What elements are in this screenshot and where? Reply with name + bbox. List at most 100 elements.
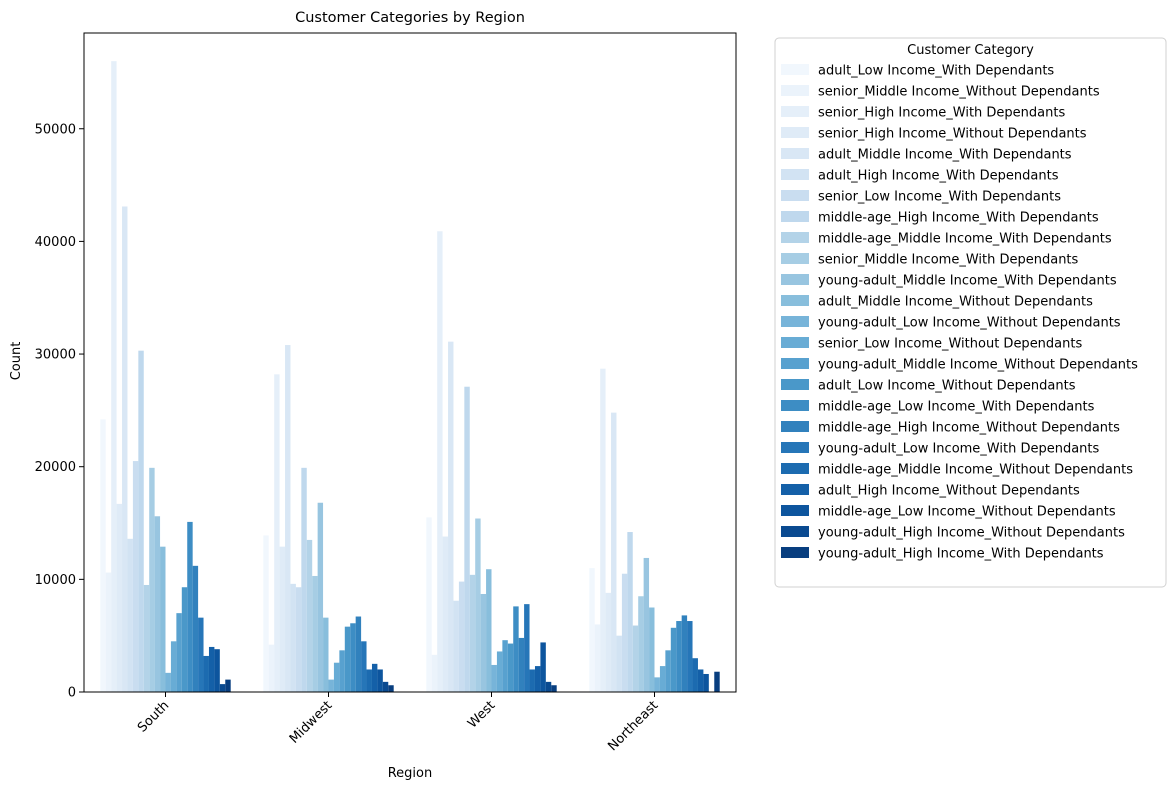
bar-19-1	[366, 669, 372, 692]
bar-0-3	[589, 568, 595, 692]
bar-11-3	[649, 607, 655, 692]
bar-4-3	[611, 412, 617, 692]
bar-14-0	[176, 613, 182, 692]
bar-15-3	[670, 627, 677, 692]
bar-1-2	[431, 654, 438, 692]
bar-16-2	[513, 606, 519, 692]
x-axis-label: Region	[388, 766, 433, 781]
bar-2-1	[274, 374, 280, 692]
bar-2-0	[111, 61, 117, 693]
bar-13-1	[333, 662, 340, 692]
legend-entry-19: middle-age_Middle Income_Without Dependa…	[818, 463, 1133, 478]
bar-9-0	[149, 467, 155, 692]
bar-13-2	[496, 651, 503, 692]
bar-23-3	[714, 671, 720, 692]
legend-entry-7: middle-age_High Income_With Dependants	[818, 211, 1099, 226]
legend-entry-2: senior_High Income_With Dependants	[818, 106, 1065, 121]
legend-swatch-0	[781, 64, 809, 75]
chart-title: Customer Categories by Region	[295, 10, 525, 26]
bar-11-0	[160, 546, 166, 692]
bar-19-0	[203, 655, 209, 692]
bar-22-0	[219, 684, 226, 692]
bar-15-2	[507, 643, 514, 692]
bar-14-3	[665, 650, 671, 692]
bar-21-3	[703, 673, 709, 692]
legend-swatch-8	[781, 232, 809, 243]
legend-title: Customer Category	[907, 43, 1034, 58]
bar-19-3	[692, 658, 698, 692]
legend-entry-15: adult_Low Income_Without Dependants	[818, 379, 1076, 394]
legend-entry-17: middle-age_High Income_Without Dependant…	[818, 421, 1120, 436]
bar-11-2	[486, 569, 492, 692]
legend-entry-1: senior_Middle Income_Without Dependants	[818, 85, 1100, 100]
legend-entry-14: young-adult_Middle Income_Without Depend…	[818, 358, 1138, 373]
bar-1-1	[268, 644, 275, 692]
legend-swatch-3	[781, 127, 809, 138]
bar-12-0	[165, 672, 171, 692]
bar-8-3	[632, 625, 639, 692]
legend-entry-4: adult_Middle Income_With Dependants	[818, 148, 1072, 163]
bar-23-1	[388, 685, 394, 692]
legend-swatch-15	[781, 379, 809, 390]
legend-swatch-18	[781, 442, 809, 453]
legend-box	[774, 37, 1167, 588]
bar-21-0	[214, 649, 220, 692]
bar-6-2	[458, 581, 465, 692]
bar-17-3	[681, 615, 688, 692]
y-tick-label: 20000	[35, 460, 76, 475]
bar-3-3	[605, 592, 612, 692]
legend: Customer Category adult_Low Income_With D…	[774, 37, 1167, 588]
bar-5-0	[127, 538, 133, 692]
bar-16-0	[187, 521, 193, 692]
bar-0-1	[263, 535, 269, 692]
y-tick-label: 0	[68, 686, 76, 701]
bar-4-2	[448, 341, 454, 692]
bar-17-0	[192, 565, 199, 692]
bar-7-1	[301, 467, 307, 692]
legend-swatch-17	[781, 421, 809, 432]
bar-5-3	[616, 635, 622, 692]
bar-22-1	[382, 681, 389, 692]
bar-12-3	[654, 677, 660, 692]
bar-5-1	[290, 583, 296, 692]
bar-23-0	[225, 679, 231, 692]
legend-swatch-7	[781, 211, 809, 222]
legend-swatch-11	[781, 295, 809, 306]
legend-swatch-6	[781, 190, 809, 201]
bar-2-2	[437, 231, 443, 692]
bar-6-1	[295, 587, 302, 692]
bar-23-2	[551, 685, 557, 692]
bar-7-2	[464, 386, 470, 692]
bar-10-0	[154, 516, 161, 692]
y-tick-label: 10000	[35, 573, 76, 588]
bar-6-0	[132, 461, 139, 692]
bar-21-2	[540, 642, 546, 692]
bar-9-2	[475, 518, 481, 692]
legend-swatch-16	[781, 400, 809, 411]
legend-entry-9: senior_Middle Income_With Dependants	[818, 253, 1079, 268]
bar-3-1	[279, 546, 286, 692]
legend-entry-20: adult_High Income_Without Dependants	[818, 484, 1080, 499]
bar-10-1	[317, 502, 324, 692]
bar-21-1	[377, 669, 383, 692]
x-tick-label-northeast: Northeast	[605, 698, 661, 754]
legend-entry-22: young-adult_High Income_Without Dependan…	[818, 526, 1125, 541]
bar-20-3	[697, 669, 704, 692]
legend-entry-16: middle-age_Low Income_With Dependants	[818, 400, 1095, 415]
bar-1-0	[105, 572, 112, 692]
bar-8-1	[306, 539, 313, 692]
bar-17-2	[518, 637, 525, 692]
bar-16-1	[350, 623, 356, 692]
legend-entry-18: young-adult_Low Income_With Dependants	[818, 442, 1100, 457]
bar-12-2	[491, 664, 497, 692]
y-tick-label: 50000	[35, 122, 76, 137]
legend-swatch-4	[781, 148, 809, 159]
legend-swatch-5	[781, 169, 809, 180]
legend-swatch-14	[781, 358, 809, 369]
x-tick-label-west: West	[465, 698, 498, 731]
bar-17-1	[355, 616, 362, 692]
bar-9-1	[312, 575, 318, 692]
bar-6-3	[621, 573, 628, 692]
bar-3-2	[442, 536, 449, 692]
legend-entry-3: senior_High Income_Without Dependants	[818, 127, 1087, 142]
